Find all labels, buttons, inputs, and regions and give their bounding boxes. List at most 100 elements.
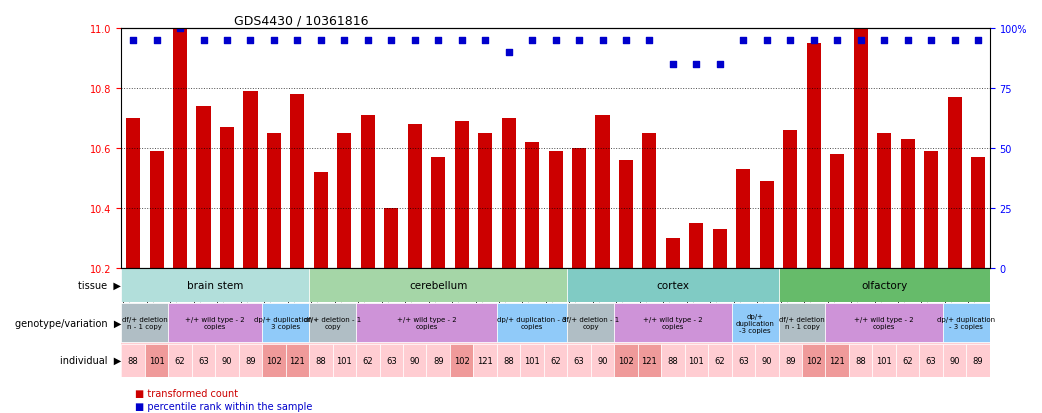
FancyBboxPatch shape [567, 303, 614, 342]
Text: 62: 62 [715, 356, 725, 365]
FancyBboxPatch shape [263, 303, 309, 342]
Bar [690, 223, 703, 268]
Text: 102: 102 [618, 356, 634, 365]
FancyBboxPatch shape [614, 344, 638, 377]
Point [828, 38, 845, 44]
FancyBboxPatch shape [379, 344, 403, 377]
FancyBboxPatch shape [426, 344, 450, 377]
Text: 89: 89 [785, 356, 796, 365]
Text: 62: 62 [363, 356, 373, 365]
Text: df/+ deletion - 1
copy: df/+ deletion - 1 copy [562, 316, 619, 329]
FancyBboxPatch shape [286, 344, 309, 377]
Bar [877, 134, 891, 268]
Point [313, 38, 329, 44]
Point [805, 38, 822, 44]
FancyBboxPatch shape [356, 303, 497, 342]
FancyBboxPatch shape [778, 344, 802, 377]
Text: 90: 90 [410, 356, 420, 365]
FancyBboxPatch shape [263, 344, 286, 377]
FancyBboxPatch shape [662, 344, 685, 377]
FancyBboxPatch shape [896, 344, 919, 377]
FancyBboxPatch shape [309, 268, 567, 302]
Text: +/+ wild type - 2
copies: +/+ wild type - 2 copies [643, 316, 702, 329]
Text: 90: 90 [597, 356, 607, 365]
FancyBboxPatch shape [121, 343, 990, 377]
Text: 63: 63 [925, 356, 937, 365]
Bar [501, 119, 516, 268]
Text: df/+ deletion
n - 1 copy: df/+ deletion n - 1 copy [122, 316, 168, 329]
Text: 63: 63 [386, 356, 397, 365]
Bar [595, 116, 610, 268]
Bar [338, 134, 351, 268]
Point [383, 38, 400, 44]
Text: 121: 121 [290, 356, 305, 365]
FancyBboxPatch shape [638, 344, 662, 377]
Text: 89: 89 [245, 356, 255, 365]
Point [242, 38, 258, 44]
Bar [291, 95, 304, 268]
Bar [314, 173, 328, 268]
Bar [525, 142, 539, 268]
Text: individual  ▶: individual ▶ [60, 355, 121, 366]
Text: dp/+ duplication
- 3 copies: dp/+ duplication - 3 copies [937, 316, 995, 329]
FancyBboxPatch shape [121, 303, 169, 342]
Point [148, 38, 165, 44]
Point [289, 38, 305, 44]
FancyBboxPatch shape [802, 344, 825, 377]
Point [336, 38, 352, 44]
Text: 121: 121 [829, 356, 845, 365]
Text: 102: 102 [805, 356, 822, 365]
Bar [197, 107, 210, 268]
Text: dp/+
duplication
-3 copies: dp/+ duplication -3 copies [736, 313, 774, 333]
Text: +/+ wild type - 2
copies: +/+ wild type - 2 copies [397, 316, 456, 329]
Text: 101: 101 [524, 356, 540, 365]
Bar [150, 152, 164, 268]
Point [735, 38, 751, 44]
Point [759, 38, 775, 44]
FancyBboxPatch shape [966, 344, 990, 377]
Text: 88: 88 [128, 356, 139, 365]
Text: 62: 62 [175, 356, 185, 365]
Text: df/+ deletion
n - 1 copy: df/+ deletion n - 1 copy [779, 316, 825, 329]
Text: 102: 102 [266, 356, 281, 365]
FancyBboxPatch shape [121, 268, 309, 302]
Text: cortex: cortex [656, 280, 690, 290]
Bar [830, 154, 844, 268]
Bar [924, 152, 938, 268]
Bar [126, 119, 141, 268]
Bar [619, 161, 634, 268]
FancyBboxPatch shape [169, 303, 263, 342]
Bar [478, 134, 492, 268]
Bar [900, 140, 915, 268]
Text: cerebellum: cerebellum [410, 280, 468, 290]
Text: 89: 89 [432, 356, 444, 365]
Text: 101: 101 [149, 356, 165, 365]
Point [899, 38, 916, 44]
Point [477, 38, 494, 44]
Point [524, 38, 541, 44]
FancyBboxPatch shape [943, 344, 966, 377]
FancyBboxPatch shape [356, 344, 379, 377]
Point [665, 62, 681, 68]
Bar [220, 128, 234, 268]
Bar [807, 44, 821, 268]
Text: 88: 88 [855, 356, 866, 365]
FancyBboxPatch shape [473, 344, 497, 377]
FancyBboxPatch shape [919, 344, 943, 377]
FancyBboxPatch shape [403, 344, 426, 377]
Point [876, 38, 893, 44]
Text: 101: 101 [337, 356, 352, 365]
Text: ■ transformed count: ■ transformed count [135, 389, 239, 399]
Bar [431, 158, 445, 268]
Text: 63: 63 [574, 356, 585, 365]
Point [359, 38, 376, 44]
FancyBboxPatch shape [497, 344, 520, 377]
Text: 121: 121 [477, 356, 493, 365]
Point [406, 38, 423, 44]
Point [547, 38, 564, 44]
Bar [384, 209, 398, 268]
Point [946, 38, 963, 44]
Bar [572, 149, 586, 268]
Bar [267, 134, 281, 268]
FancyBboxPatch shape [520, 344, 544, 377]
